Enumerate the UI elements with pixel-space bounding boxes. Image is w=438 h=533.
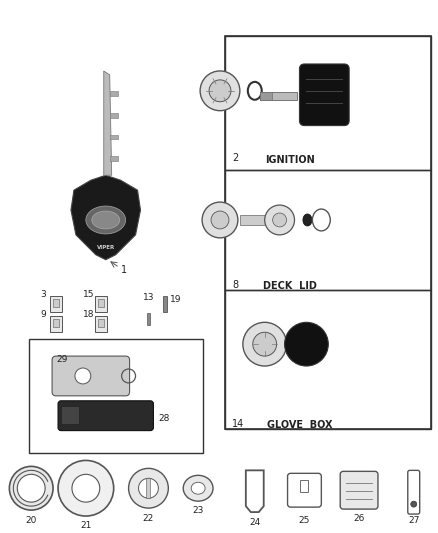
Ellipse shape [303,214,312,226]
Circle shape [253,332,277,356]
Bar [110,112,118,118]
Circle shape [211,211,229,229]
Text: 19: 19 [170,295,182,304]
Circle shape [243,322,286,366]
Bar [163,296,167,312]
Bar [240,215,265,225]
Bar [61,406,79,424]
Text: 25: 25 [299,515,310,524]
Bar [300,480,308,492]
Circle shape [265,205,294,235]
Text: 1: 1 [120,265,127,274]
FancyBboxPatch shape [52,356,130,396]
Bar [53,319,59,327]
Text: 20: 20 [25,515,37,524]
FancyBboxPatch shape [58,401,153,431]
Bar [29,339,203,454]
Ellipse shape [92,211,120,229]
Bar [225,36,431,429]
Circle shape [18,474,45,502]
Text: 24: 24 [249,518,261,527]
Bar [50,296,62,312]
Text: 9: 9 [40,310,46,319]
Ellipse shape [183,475,213,501]
Text: 26: 26 [353,513,365,522]
Circle shape [272,213,286,227]
Bar [98,300,104,308]
Text: 18: 18 [83,310,94,319]
Text: 14: 14 [232,418,244,429]
Ellipse shape [191,482,205,494]
Text: 15: 15 [83,290,94,299]
FancyBboxPatch shape [340,471,378,509]
Bar [225,36,431,171]
Polygon shape [71,175,141,260]
Bar [50,317,62,332]
Text: 27: 27 [408,515,420,524]
Text: 29: 29 [56,354,67,364]
Circle shape [138,478,159,498]
Bar [146,478,150,498]
Text: GLOVE  BOX: GLOVE BOX [267,419,332,430]
Circle shape [200,71,240,111]
Bar [260,92,297,100]
FancyBboxPatch shape [300,64,349,126]
Text: IGNITION: IGNITION [265,155,314,165]
Text: 3: 3 [40,290,46,299]
Text: 21: 21 [80,521,92,530]
Bar [110,91,118,96]
Text: VIPER: VIPER [97,245,115,251]
Circle shape [9,466,53,510]
Circle shape [72,474,100,502]
Text: 13: 13 [143,293,154,302]
Bar [110,134,118,140]
Bar [225,171,431,289]
Ellipse shape [86,206,126,234]
Circle shape [285,322,328,366]
Bar [98,319,104,327]
Circle shape [202,202,238,238]
Circle shape [411,501,417,507]
Text: 2: 2 [232,154,238,164]
Text: 28: 28 [159,414,170,423]
Circle shape [129,469,168,508]
Bar [225,289,431,429]
Bar [95,317,107,332]
Text: DECK  LID: DECK LID [263,280,317,290]
Text: 22: 22 [143,513,154,522]
Circle shape [209,80,231,102]
Circle shape [75,368,91,384]
Bar [95,296,107,312]
Text: 23: 23 [192,506,204,514]
Bar [53,300,59,308]
Bar [110,156,118,161]
Text: 8: 8 [232,279,238,289]
Bar [147,313,150,325]
Polygon shape [104,71,112,175]
Circle shape [58,461,114,516]
Bar [260,92,272,100]
